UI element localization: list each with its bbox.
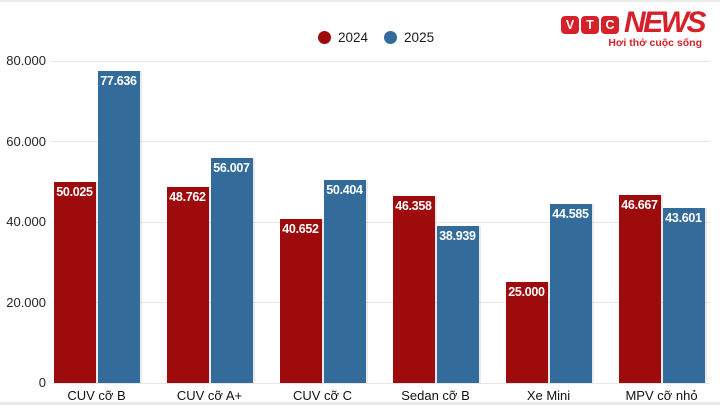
bar-2024: 25.000 (505, 282, 548, 383)
bar-group: 46.667 43.601 (618, 195, 705, 383)
y-axis-label: 40.000 (6, 214, 46, 229)
bar-2024: 48.762 (166, 187, 209, 383)
logo-row: V T C NEWS (561, 6, 707, 39)
bar-value-label: 46.667 (621, 198, 658, 212)
logo-block-t: T (581, 16, 599, 34)
legend-label: 2024 (338, 30, 369, 45)
bar-2025: 38.939 (436, 226, 479, 383)
x-axis-label: Xe Mini (526, 388, 571, 403)
legend-item-2024: 2024 (318, 30, 368, 45)
bar-value-label: 48.762 (169, 190, 206, 204)
bar-2025: 56.007 (210, 158, 253, 383)
top-edge-strip (0, 0, 720, 2)
bar-2025: 77.636 (97, 71, 140, 383)
gridline (52, 302, 710, 303)
gridline (52, 141, 710, 142)
legend-label: 2025 (404, 30, 435, 45)
gridline (52, 221, 710, 223)
bar-group: 40.652 50.404 (279, 180, 366, 383)
legend-swatch (318, 31, 331, 44)
y-axis-label: 20.000 (6, 294, 46, 310)
legend-swatch (384, 31, 398, 44)
logo-block-v: V (561, 16, 579, 34)
logo-tagline: Hơi thở cuộc sống (608, 37, 702, 49)
bar-2024: 46.667 (618, 195, 661, 383)
bar-value-label: 50.404 (326, 183, 363, 197)
bar-value-label: 77.636 (100, 74, 137, 88)
legend-item-2025: 2025 (384, 30, 434, 45)
bar-value-label: 50.025 (56, 185, 93, 199)
bar-group: 46.358 38.939 (392, 196, 479, 383)
bar-value-label: 43.601 (665, 211, 702, 225)
x-axis-label: CUV cỡ C (292, 388, 353, 403)
bar-value-label: 25.000 (508, 285, 545, 299)
bar-2025: 50.404 (323, 180, 366, 383)
bar-value-label: 46.358 (395, 199, 432, 213)
bar-value-label: 38.939 (439, 229, 476, 243)
bar-group: 50.025 77.636 (53, 71, 140, 383)
bar-group: 25.000 44.585 (505, 204, 592, 383)
bar-group: 48.762 56.007 (166, 158, 253, 383)
bar-2024: 40.652 (279, 219, 322, 383)
bar-2025: 44.585 (549, 204, 592, 383)
y-axis-label: 60.000 (6, 133, 46, 149)
y-axis-label: 80.000 (6, 53, 46, 68)
chart-legend: 2024 2025 (318, 30, 434, 45)
bar-value-label: 44.585 (552, 207, 589, 221)
x-axis-label: MPV cỡ nhỏ (625, 388, 698, 403)
x-axis-label: CUV cỡ B (67, 388, 126, 403)
bar-2025: 43.601 (662, 208, 705, 383)
vtc-news-logo: V T C NEWS Hơi thở cuộc sống (561, 6, 707, 49)
bar-2024: 50.025 (53, 182, 96, 383)
logo-block-c: C (601, 16, 619, 34)
bar-2024: 46.358 (392, 196, 435, 383)
bar-value-label: 56.007 (213, 161, 250, 175)
x-axis-label: Sedan cỡ B (401, 388, 470, 403)
x-axis-label: CUV cỡ A+ (176, 388, 243, 403)
bar-value-label: 40.652 (282, 222, 319, 236)
y-axis-label: 0 (38, 375, 46, 390)
gridline (52, 60, 710, 62)
bottom-edge-strip (0, 402, 720, 405)
gridline (52, 382, 710, 384)
logo-news-text: NEWS (624, 6, 707, 39)
